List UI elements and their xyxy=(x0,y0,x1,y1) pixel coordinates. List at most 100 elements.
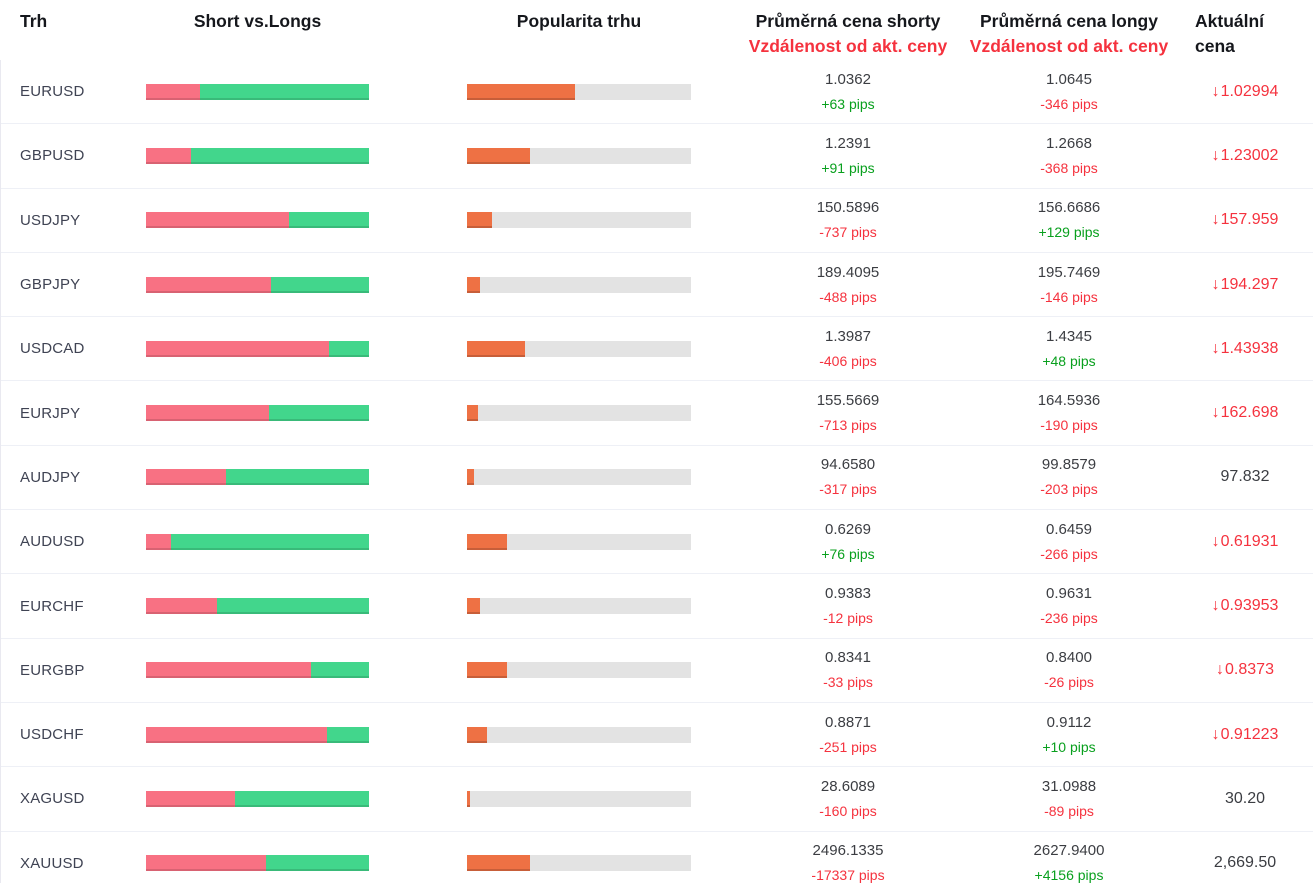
long-bar-fill xyxy=(226,469,369,486)
avg-long-price: 195.7469 xyxy=(1037,263,1101,281)
short-vs-long-bar xyxy=(146,726,369,743)
short-bar-fill xyxy=(146,790,236,807)
table-header: Trh Short vs.Longs Popularita trhu Průmě… xyxy=(0,0,1313,60)
popularity-bar xyxy=(467,533,691,550)
long-bar-fill xyxy=(288,212,369,229)
current-price: ↓2,669.50 xyxy=(1177,854,1313,872)
popularity-bar xyxy=(467,83,691,100)
current-price: ↓1.02994 xyxy=(1177,83,1313,101)
avg-long-cell: 0.8400 -26 pips xyxy=(961,646,1177,694)
long-distance-pips: -146 pips xyxy=(1040,288,1098,305)
avg-short-price: 189.4095 xyxy=(816,263,880,281)
short-bar-fill xyxy=(146,212,289,229)
avg-short-cell: 189.4095 -488 pips xyxy=(735,261,961,309)
short-vs-long-bar xyxy=(146,790,369,807)
short-bar-fill xyxy=(146,855,267,872)
long-bar-fill xyxy=(217,598,369,615)
table-row: XAGUSD 28.6089 -160 pips 31.0988 -89 pip… xyxy=(1,766,1313,830)
avg-long-price: 156.6686 xyxy=(1037,199,1101,217)
short-vs-long-bar xyxy=(146,147,369,164)
popularity-bar-fill xyxy=(467,147,530,164)
column-header-avg-long: Průměrná cena longy Vzdálenost od akt. c… xyxy=(961,9,1177,60)
avg-long-cell: 0.9631 -236 pips xyxy=(961,582,1177,630)
current-price: ↓194.297 xyxy=(1177,276,1313,294)
table-row: GBPUSD 1.2391 +91 pips 1.2668 -368 pips … xyxy=(1,123,1313,187)
avg-long-cell: 2627.9400 +4156 pips xyxy=(961,839,1177,883)
short-distance-pips: -317 pips xyxy=(819,481,877,498)
popularity-bar-fill xyxy=(467,726,488,743)
avg-short-cell: 94.6580 -317 pips xyxy=(735,453,961,501)
short-distance-pips: -33 pips xyxy=(823,674,873,691)
avg-short-cell: 0.8871 -251 pips xyxy=(735,711,961,759)
popularity-bar-fill xyxy=(467,212,492,229)
pair-label: USDJPY xyxy=(20,211,81,229)
avg-short-cell: 0.6269 +76 pips xyxy=(735,518,961,566)
current-price: ↓97.832 xyxy=(1177,468,1313,486)
short-bar-fill xyxy=(146,662,312,679)
column-header-popularity: Popularita trhu xyxy=(516,11,642,31)
table-row: USDCHF 0.8871 -251 pips 0.9112 +10 pips … xyxy=(1,701,1313,766)
current-price: ↓162.698 xyxy=(1177,404,1313,422)
popularity-bar-fill xyxy=(467,340,526,357)
popularity-bar xyxy=(467,598,691,615)
short-vs-long-bar xyxy=(146,405,369,422)
short-distance-pips: -12 pips xyxy=(823,610,873,627)
long-distance-pips: +129 pips xyxy=(1038,224,1100,241)
pair-label: EURUSD xyxy=(20,83,85,101)
popularity-bar-fill xyxy=(467,83,575,100)
short-vs-long-bar xyxy=(146,469,369,486)
popularity-bar-fill xyxy=(467,790,471,807)
long-bar-fill xyxy=(235,790,369,807)
avg-short-cell: 1.2391 +91 pips xyxy=(735,132,961,180)
table-row: EURJPY 155.5669 -713 pips 164.5936 -190 … xyxy=(1,380,1313,444)
table-row: AUDJPY 94.6580 -317 pips 99.8579 -203 pi… xyxy=(1,444,1313,509)
pair-label: AUDUSD xyxy=(20,533,85,551)
down-arrow-icon: ↓ xyxy=(1211,404,1220,422)
current-price-title-line2: cena xyxy=(1195,36,1235,56)
long-distance-pips: +4156 pips xyxy=(1034,867,1104,883)
short-vs-long-bar xyxy=(146,276,369,293)
avg-short-price: 155.5669 xyxy=(816,392,880,410)
long-bar-fill xyxy=(170,533,369,550)
pair-label: XAGUSD xyxy=(20,790,85,808)
current-price-value: 162.698 xyxy=(1220,404,1279,422)
short-vs-long-bar xyxy=(146,340,369,357)
popularity-bar xyxy=(467,469,691,486)
table-row: EURCHF 0.9383 -12 pips 0.9631 -236 pips … xyxy=(1,573,1313,637)
popularity-bar-fill xyxy=(467,533,508,550)
long-bar-fill xyxy=(311,662,369,679)
avg-long-cell: 156.6686 +129 pips xyxy=(961,196,1177,244)
current-price-value: 0.61931 xyxy=(1220,532,1279,550)
avg-long-price: 164.5936 xyxy=(1037,392,1101,410)
short-distance-pips: -488 pips xyxy=(819,288,877,305)
down-arrow-icon: ↓ xyxy=(1216,661,1225,679)
popularity-bar-fill xyxy=(467,855,530,872)
avg-long-cell: 0.9112 +10 pips xyxy=(961,711,1177,759)
current-price: ↓0.91223 xyxy=(1177,726,1313,744)
long-bar-fill xyxy=(326,726,369,743)
avg-short-price: 1.0362 xyxy=(825,70,871,88)
down-arrow-icon: ↓ xyxy=(1211,597,1220,615)
long-bar-fill xyxy=(328,340,369,357)
table-row: USDJPY 150.5896 -737 pips 156.6686 +129 … xyxy=(1,187,1313,252)
popularity-bar xyxy=(467,212,691,229)
down-arrow-icon: ↓ xyxy=(1211,339,1220,357)
popularity-bar xyxy=(467,790,691,807)
pair-label: GBPJPY xyxy=(20,276,81,294)
current-price-value: 97.832 xyxy=(1220,468,1270,486)
avg-long-price: 0.6459 xyxy=(1046,520,1092,538)
avg-short-price: 1.3987 xyxy=(825,327,871,345)
short-bar-fill xyxy=(146,533,171,550)
avg-short-price: 2496.1335 xyxy=(812,842,884,860)
short-bar-fill xyxy=(146,147,191,164)
short-bar-fill xyxy=(146,598,218,615)
avg-long-cell: 1.2668 -368 pips xyxy=(961,132,1177,180)
avg-short-price: 150.5896 xyxy=(816,199,880,217)
current-price-value: 0.8373 xyxy=(1225,661,1274,679)
popularity-bar xyxy=(467,276,691,293)
popularity-bar xyxy=(467,726,691,743)
current-price-value: 0.93953 xyxy=(1220,597,1279,615)
popularity-bar-fill xyxy=(467,405,479,422)
avg-long-price: 1.4345 xyxy=(1046,327,1092,345)
